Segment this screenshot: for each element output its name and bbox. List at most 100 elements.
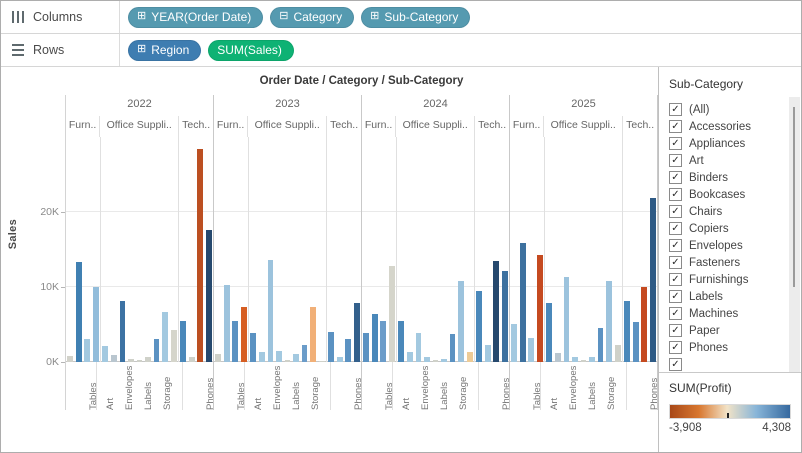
checkmark-icon[interactable]: ✓ — [669, 358, 682, 371]
filter-item[interactable]: ✓Labels — [669, 288, 801, 305]
bar[interactable] — [450, 334, 456, 362]
bar[interactable] — [598, 328, 604, 362]
filter-item[interactable]: ✓Binders — [669, 169, 801, 186]
bar[interactable] — [606, 281, 612, 362]
filter-item[interactable]: ✓Bookcases — [669, 186, 801, 203]
bar[interactable] — [268, 260, 274, 362]
bar[interactable] — [180, 321, 186, 362]
bar[interactable] — [416, 333, 422, 362]
bar[interactable] — [76, 262, 82, 362]
checkmark-icon[interactable]: ✓ — [669, 137, 682, 150]
bar[interactable] — [145, 357, 151, 362]
checkmark-icon[interactable]: ✓ — [669, 120, 682, 133]
bar[interactable] — [398, 321, 404, 362]
bar[interactable] — [241, 307, 247, 362]
bar[interactable] — [581, 360, 587, 362]
checkmark-icon[interactable]: ✓ — [669, 171, 682, 184]
bar[interactable] — [467, 352, 473, 362]
bar[interactable] — [120, 301, 126, 362]
bar[interactable] — [67, 356, 73, 362]
bar[interactable] — [537, 255, 543, 362]
bar[interactable] — [564, 277, 570, 362]
filter-item[interactable]: ✓Phones — [669, 339, 801, 356]
checkmark-icon[interactable]: ✓ — [669, 103, 682, 116]
checkmark-icon[interactable]: ✓ — [669, 205, 682, 218]
bar[interactable] — [250, 333, 256, 362]
bar[interactable] — [137, 360, 143, 362]
pill-sub-category[interactable]: ⊞Sub-Category — [361, 7, 470, 28]
bar[interactable] — [328, 332, 334, 362]
bar[interactable] — [111, 355, 117, 362]
checkmark-icon[interactable]: ✓ — [669, 273, 682, 286]
bar[interactable] — [633, 322, 639, 362]
pill-region[interactable]: ⊞Region — [128, 40, 201, 61]
bar[interactable] — [319, 361, 325, 362]
checkmark-icon[interactable]: ✓ — [669, 154, 682, 167]
bar[interactable] — [380, 321, 386, 362]
bar[interactable] — [641, 287, 647, 362]
bar[interactable] — [520, 243, 526, 362]
bar[interactable] — [162, 312, 168, 362]
pill-sum-sales[interactable]: SUM(Sales) — [208, 40, 294, 61]
bar[interactable] — [589, 357, 595, 362]
filter-item[interactable]: ✓Copiers — [669, 220, 801, 237]
filter-item[interactable]: ✓Fasteners — [669, 254, 801, 271]
bar[interactable] — [502, 271, 508, 362]
rows-pill-area[interactable]: ⊞Region SUM(Sales) — [120, 40, 801, 61]
bar[interactable] — [259, 352, 265, 362]
filter-item[interactable]: ✓Paper — [669, 322, 801, 339]
checkmark-icon[interactable]: ✓ — [669, 341, 682, 354]
bar[interactable] — [154, 339, 160, 362]
bar[interactable] — [293, 354, 299, 362]
filter-item[interactable]: ✓ — [669, 356, 801, 372]
checkmark-icon[interactable]: ✓ — [669, 188, 682, 201]
bar[interactable] — [372, 314, 378, 362]
filter-item[interactable]: ✓(All) — [669, 101, 801, 118]
bar[interactable] — [215, 354, 221, 362]
pill-category[interactable]: ⊟Category — [270, 7, 354, 28]
bar[interactable] — [546, 303, 552, 362]
bar[interactable] — [128, 359, 134, 362]
bar[interactable] — [650, 198, 656, 362]
legend-gradient-bar[interactable] — [669, 404, 791, 419]
bar[interactable] — [206, 230, 212, 362]
filter-item[interactable]: ✓Envelopes — [669, 237, 801, 254]
bar[interactable] — [493, 261, 499, 362]
filter-scrollbar-thumb[interactable] — [793, 107, 795, 287]
pill-year-order-date[interactable]: ⊞YEAR(Order Date) — [128, 7, 263, 28]
bar[interactable] — [102, 346, 108, 362]
bar[interactable] — [441, 359, 447, 362]
bar[interactable] — [354, 303, 360, 362]
bar[interactable] — [171, 330, 177, 362]
filter-item[interactable]: ✓Accessories — [669, 118, 801, 135]
filter-item[interactable]: ✓Furnishings — [669, 271, 801, 288]
bar[interactable] — [197, 149, 203, 362]
checkmark-icon[interactable]: ✓ — [669, 256, 682, 269]
bar[interactable] — [84, 339, 90, 362]
bar[interactable] — [433, 360, 439, 362]
checkmark-icon[interactable]: ✓ — [669, 222, 682, 235]
bar[interactable] — [528, 338, 534, 362]
bar[interactable] — [555, 353, 561, 362]
checkmark-icon[interactable]: ✓ — [669, 307, 682, 320]
bar[interactable] — [572, 357, 578, 362]
bar[interactable] — [302, 345, 308, 362]
bar[interactable] — [276, 351, 282, 362]
bar[interactable] — [93, 287, 99, 362]
bar[interactable] — [363, 333, 369, 362]
bar[interactable] — [285, 360, 291, 362]
bar[interactable] — [310, 307, 316, 362]
checkmark-icon[interactable]: ✓ — [669, 290, 682, 303]
checkmark-icon[interactable]: ✓ — [669, 239, 682, 252]
bar[interactable] — [458, 281, 464, 362]
filter-item[interactable]: ✓Appliances — [669, 135, 801, 152]
bar[interactable] — [511, 324, 517, 362]
bar[interactable] — [424, 357, 430, 362]
filter-item[interactable]: ✓Chairs — [669, 203, 801, 220]
bar[interactable] — [615, 345, 621, 362]
filter-item[interactable]: ✓Art — [669, 152, 801, 169]
bar[interactable] — [485, 345, 491, 362]
checkmark-icon[interactable]: ✓ — [669, 324, 682, 337]
bar[interactable] — [189, 357, 195, 362]
bar[interactable] — [476, 291, 482, 362]
